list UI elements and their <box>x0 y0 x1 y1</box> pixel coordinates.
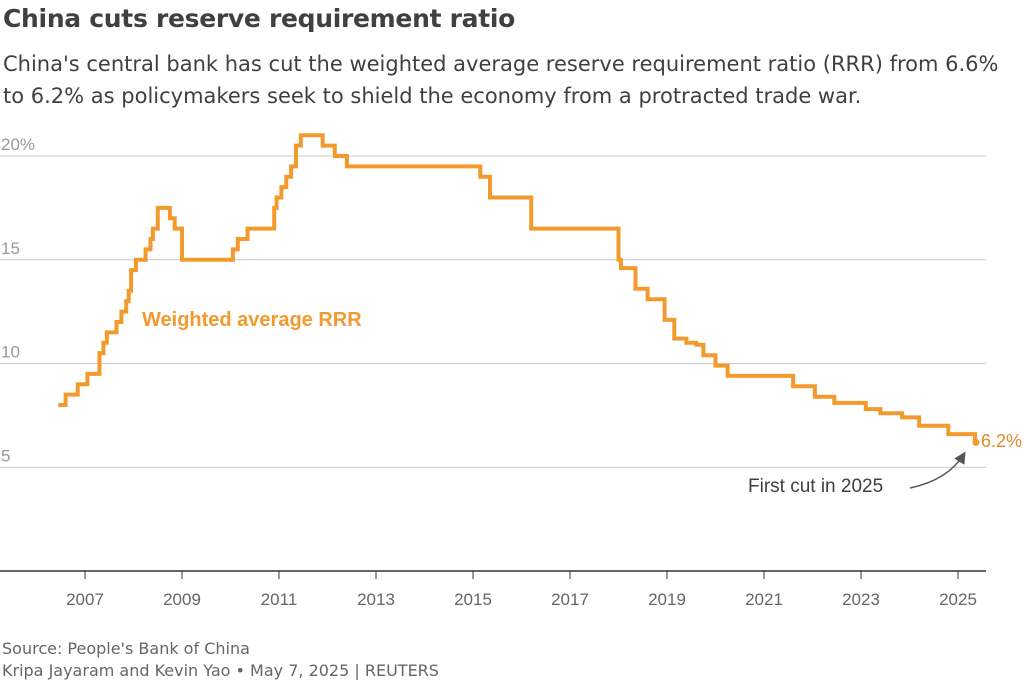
end-value-label: 6.2% <box>981 431 1022 451</box>
chart-subtitle: China's central bank has cut the weighte… <box>3 52 999 108</box>
x-tick-label-2023: 2023 <box>842 590 880 609</box>
y-tick-label-5: 5 <box>1 446 10 465</box>
credit-line: Kripa Jayaram and Kevin Yao • May 7, 202… <box>2 661 439 680</box>
source-note: Source: People's Bank of China <box>2 639 250 658</box>
y-tick-label-15: 15 <box>1 239 20 258</box>
y-tick-label-10: 10 <box>1 343 20 362</box>
x-tick-label-2015: 2015 <box>454 590 492 609</box>
grid-lines <box>0 155 986 468</box>
series-line-weighted-average-rrr <box>58 133 977 445</box>
chart-title: China cuts reserve requirement ratio <box>3 4 516 33</box>
x-tick-label-2007: 2007 <box>66 590 104 609</box>
annotation-arrow <box>909 451 966 489</box>
end-point-marker <box>972 438 980 446</box>
x-tick-label-2009: 2009 <box>163 590 201 609</box>
x-tick-label-2011: 2011 <box>261 590 298 609</box>
x-tick-label-2019: 2019 <box>648 590 686 609</box>
x-tick-label-2025: 2025 <box>939 590 977 609</box>
y-axis-tick-labels: 5 10 15 20% <box>1 135 35 465</box>
series-label: Weighted average RRR <box>142 309 362 331</box>
x-tick-label-2021: 2021 <box>745 590 783 609</box>
x-tick-label-2017: 2017 <box>551 590 589 609</box>
x-axis-ticks: 2007 2009 2011 2013 2015 2017 2019 2021 2023 2025 <box>66 571 977 609</box>
annotation-first-cut: First cut in 2025 <box>748 476 883 497</box>
y-tick-label-20: 20% <box>1 135 35 154</box>
x-tick-label-2013: 2013 <box>357 590 395 609</box>
